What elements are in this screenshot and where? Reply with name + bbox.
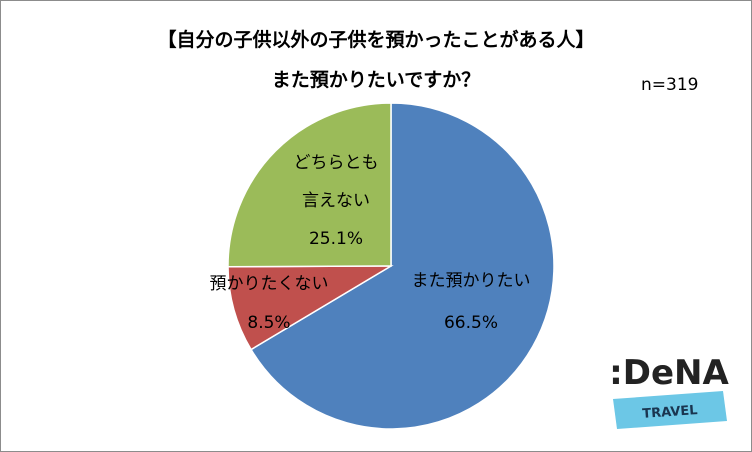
chart-title: 【自分の子供以外の子供を預かったことがある人】	[157, 29, 595, 51]
slice-label: また預かりたい	[411, 271, 531, 291]
sample-size: n=319	[641, 75, 699, 95]
pie-slice	[227, 265, 394, 351]
pie-slice	[250, 102, 555, 430]
slice-label: どちらとも言えない	[293, 153, 379, 211]
value-label: 25.1%	[308, 229, 364, 249]
value-label: 66.5%	[443, 313, 499, 333]
logo-sub: TRAVEL	[642, 403, 698, 422]
value-label: 8.5%	[247, 313, 291, 333]
logo-ribbon	[613, 391, 727, 429]
slice-label: 預かりたくない	[209, 274, 329, 294]
pie-slice	[227, 102, 392, 268]
chart-subtitle: また預かりたいですか？	[271, 69, 481, 91]
logo-name: :DeNA	[609, 353, 729, 393]
